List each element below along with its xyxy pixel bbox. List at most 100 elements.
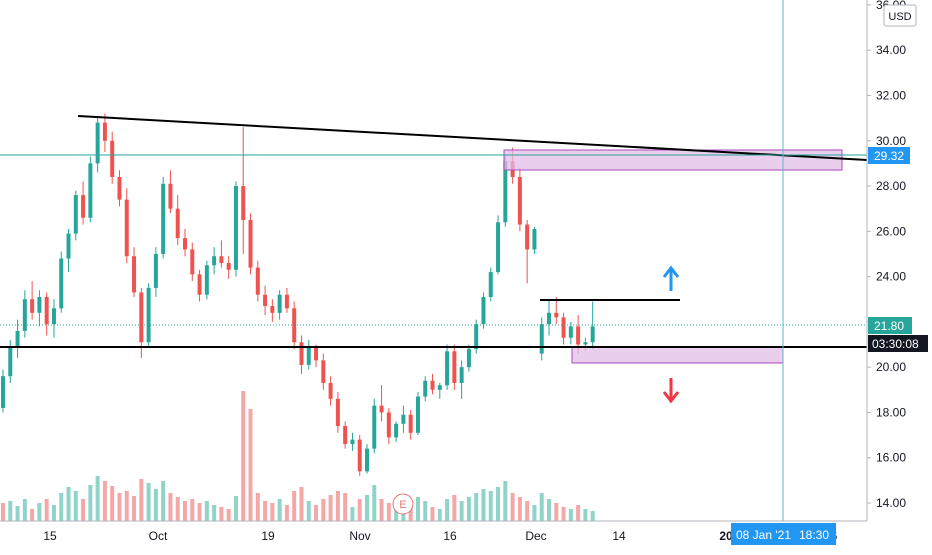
volume-bar xyxy=(343,493,348,521)
candle-body xyxy=(226,263,231,270)
candle-body xyxy=(59,258,64,309)
candle-body xyxy=(547,312,551,325)
volume-bar xyxy=(219,507,224,521)
candle-body xyxy=(365,448,369,472)
volume-bar xyxy=(350,507,355,521)
candle-body xyxy=(37,296,42,313)
volume-bar xyxy=(88,485,93,521)
volume-bar xyxy=(452,495,457,521)
volume-bar xyxy=(110,486,115,521)
volume-bar xyxy=(51,505,56,521)
candle-body xyxy=(415,396,420,433)
volume-bar xyxy=(517,497,522,521)
crosshair-time-text: 18:30 xyxy=(799,528,829,542)
volume-bar xyxy=(132,496,137,521)
candle-body xyxy=(1,376,5,408)
volume-bar xyxy=(117,493,122,521)
volume-bar xyxy=(241,391,246,521)
x-tick-label: 20 xyxy=(719,529,733,543)
volume-bar xyxy=(328,495,333,521)
currency-label: USD xyxy=(888,11,911,23)
countdown-text: 03:30:08 xyxy=(872,337,919,351)
volume-bar xyxy=(525,501,530,521)
candle-body xyxy=(539,324,544,354)
y-tick-label: 32.00 xyxy=(876,88,906,102)
candle-body xyxy=(44,296,49,325)
level-price-label: 29.32 xyxy=(868,147,910,164)
candle-body xyxy=(335,398,340,427)
candle-body xyxy=(372,405,377,449)
descending-trendline[interactable] xyxy=(77,115,868,161)
volume-bar xyxy=(306,501,311,521)
candle-body xyxy=(110,140,115,177)
y-tick-label: 16.00 xyxy=(876,451,906,465)
candle-body xyxy=(81,195,86,218)
volume-bar xyxy=(204,501,209,521)
y-tick-label: 30.00 xyxy=(876,134,906,148)
candle-body xyxy=(132,256,137,293)
volume-bar xyxy=(44,499,49,521)
volume-bar xyxy=(445,499,450,521)
volume-bar xyxy=(583,509,588,521)
volume-bar xyxy=(190,499,195,521)
candle-body xyxy=(554,312,559,318)
candle-body xyxy=(270,306,275,313)
candle-body xyxy=(233,186,238,270)
candle-body xyxy=(561,317,566,338)
candle-body xyxy=(357,439,362,472)
candle-body xyxy=(146,287,151,343)
candle-body xyxy=(394,423,399,438)
candle-body xyxy=(306,346,311,365)
candle-body xyxy=(139,292,144,343)
price-axis[interactable]: 14.0016.0018.0020.0022.0024.0026.0028.00… xyxy=(866,0,932,550)
level-price-text: 29.32 xyxy=(874,149,904,163)
y-tick-label: 34.00 xyxy=(876,43,906,57)
candle-body xyxy=(197,274,202,295)
volume-bar xyxy=(270,503,275,521)
earnings-marker-label: E xyxy=(399,499,406,511)
volume-bar xyxy=(102,481,107,521)
candle-body xyxy=(153,253,158,288)
volume-bar xyxy=(503,481,508,521)
annotations: E xyxy=(0,0,868,521)
time-axis[interactable]: 15Oct19Nov16Dec14206 08 Jan '21 18:30 xyxy=(0,520,867,550)
volume-bar xyxy=(394,507,399,521)
candle-body xyxy=(30,299,35,313)
x-tick-label: 16 xyxy=(443,529,457,543)
support-zone[interactable] xyxy=(571,346,784,364)
candle-body xyxy=(88,163,93,218)
candle-body xyxy=(350,439,355,445)
candle-body xyxy=(568,326,573,338)
volume-bar xyxy=(124,491,129,521)
candle-body xyxy=(22,299,27,331)
volume-bar xyxy=(22,499,27,521)
volume-bar xyxy=(466,497,471,521)
volume-bar xyxy=(299,487,304,521)
up-arrow-icon xyxy=(662,265,680,291)
volume-bar xyxy=(314,505,319,521)
volume-bar xyxy=(248,409,253,521)
x-tick-label: 15 xyxy=(43,529,57,543)
candle-body xyxy=(430,380,435,390)
candle-body xyxy=(525,224,530,250)
x-tick-label: 14 xyxy=(612,529,626,543)
candle-body xyxy=(576,326,581,345)
volume-bar xyxy=(459,501,464,521)
candle-body xyxy=(401,414,406,424)
volume-bar xyxy=(284,505,289,521)
candle-body xyxy=(51,308,56,325)
resistance-zone[interactable] xyxy=(503,149,843,171)
volume-bar xyxy=(30,509,35,521)
volume-bars xyxy=(1,391,595,521)
volume-bar xyxy=(8,501,13,521)
candle-body xyxy=(95,122,100,164)
candle-body xyxy=(343,426,348,445)
volume-bar xyxy=(15,506,20,521)
volume-bar xyxy=(357,499,362,521)
candle-body xyxy=(183,238,187,250)
volume-bar xyxy=(437,509,442,521)
earnings-marker[interactable]: E xyxy=(392,493,414,515)
volume-bar xyxy=(255,493,260,521)
